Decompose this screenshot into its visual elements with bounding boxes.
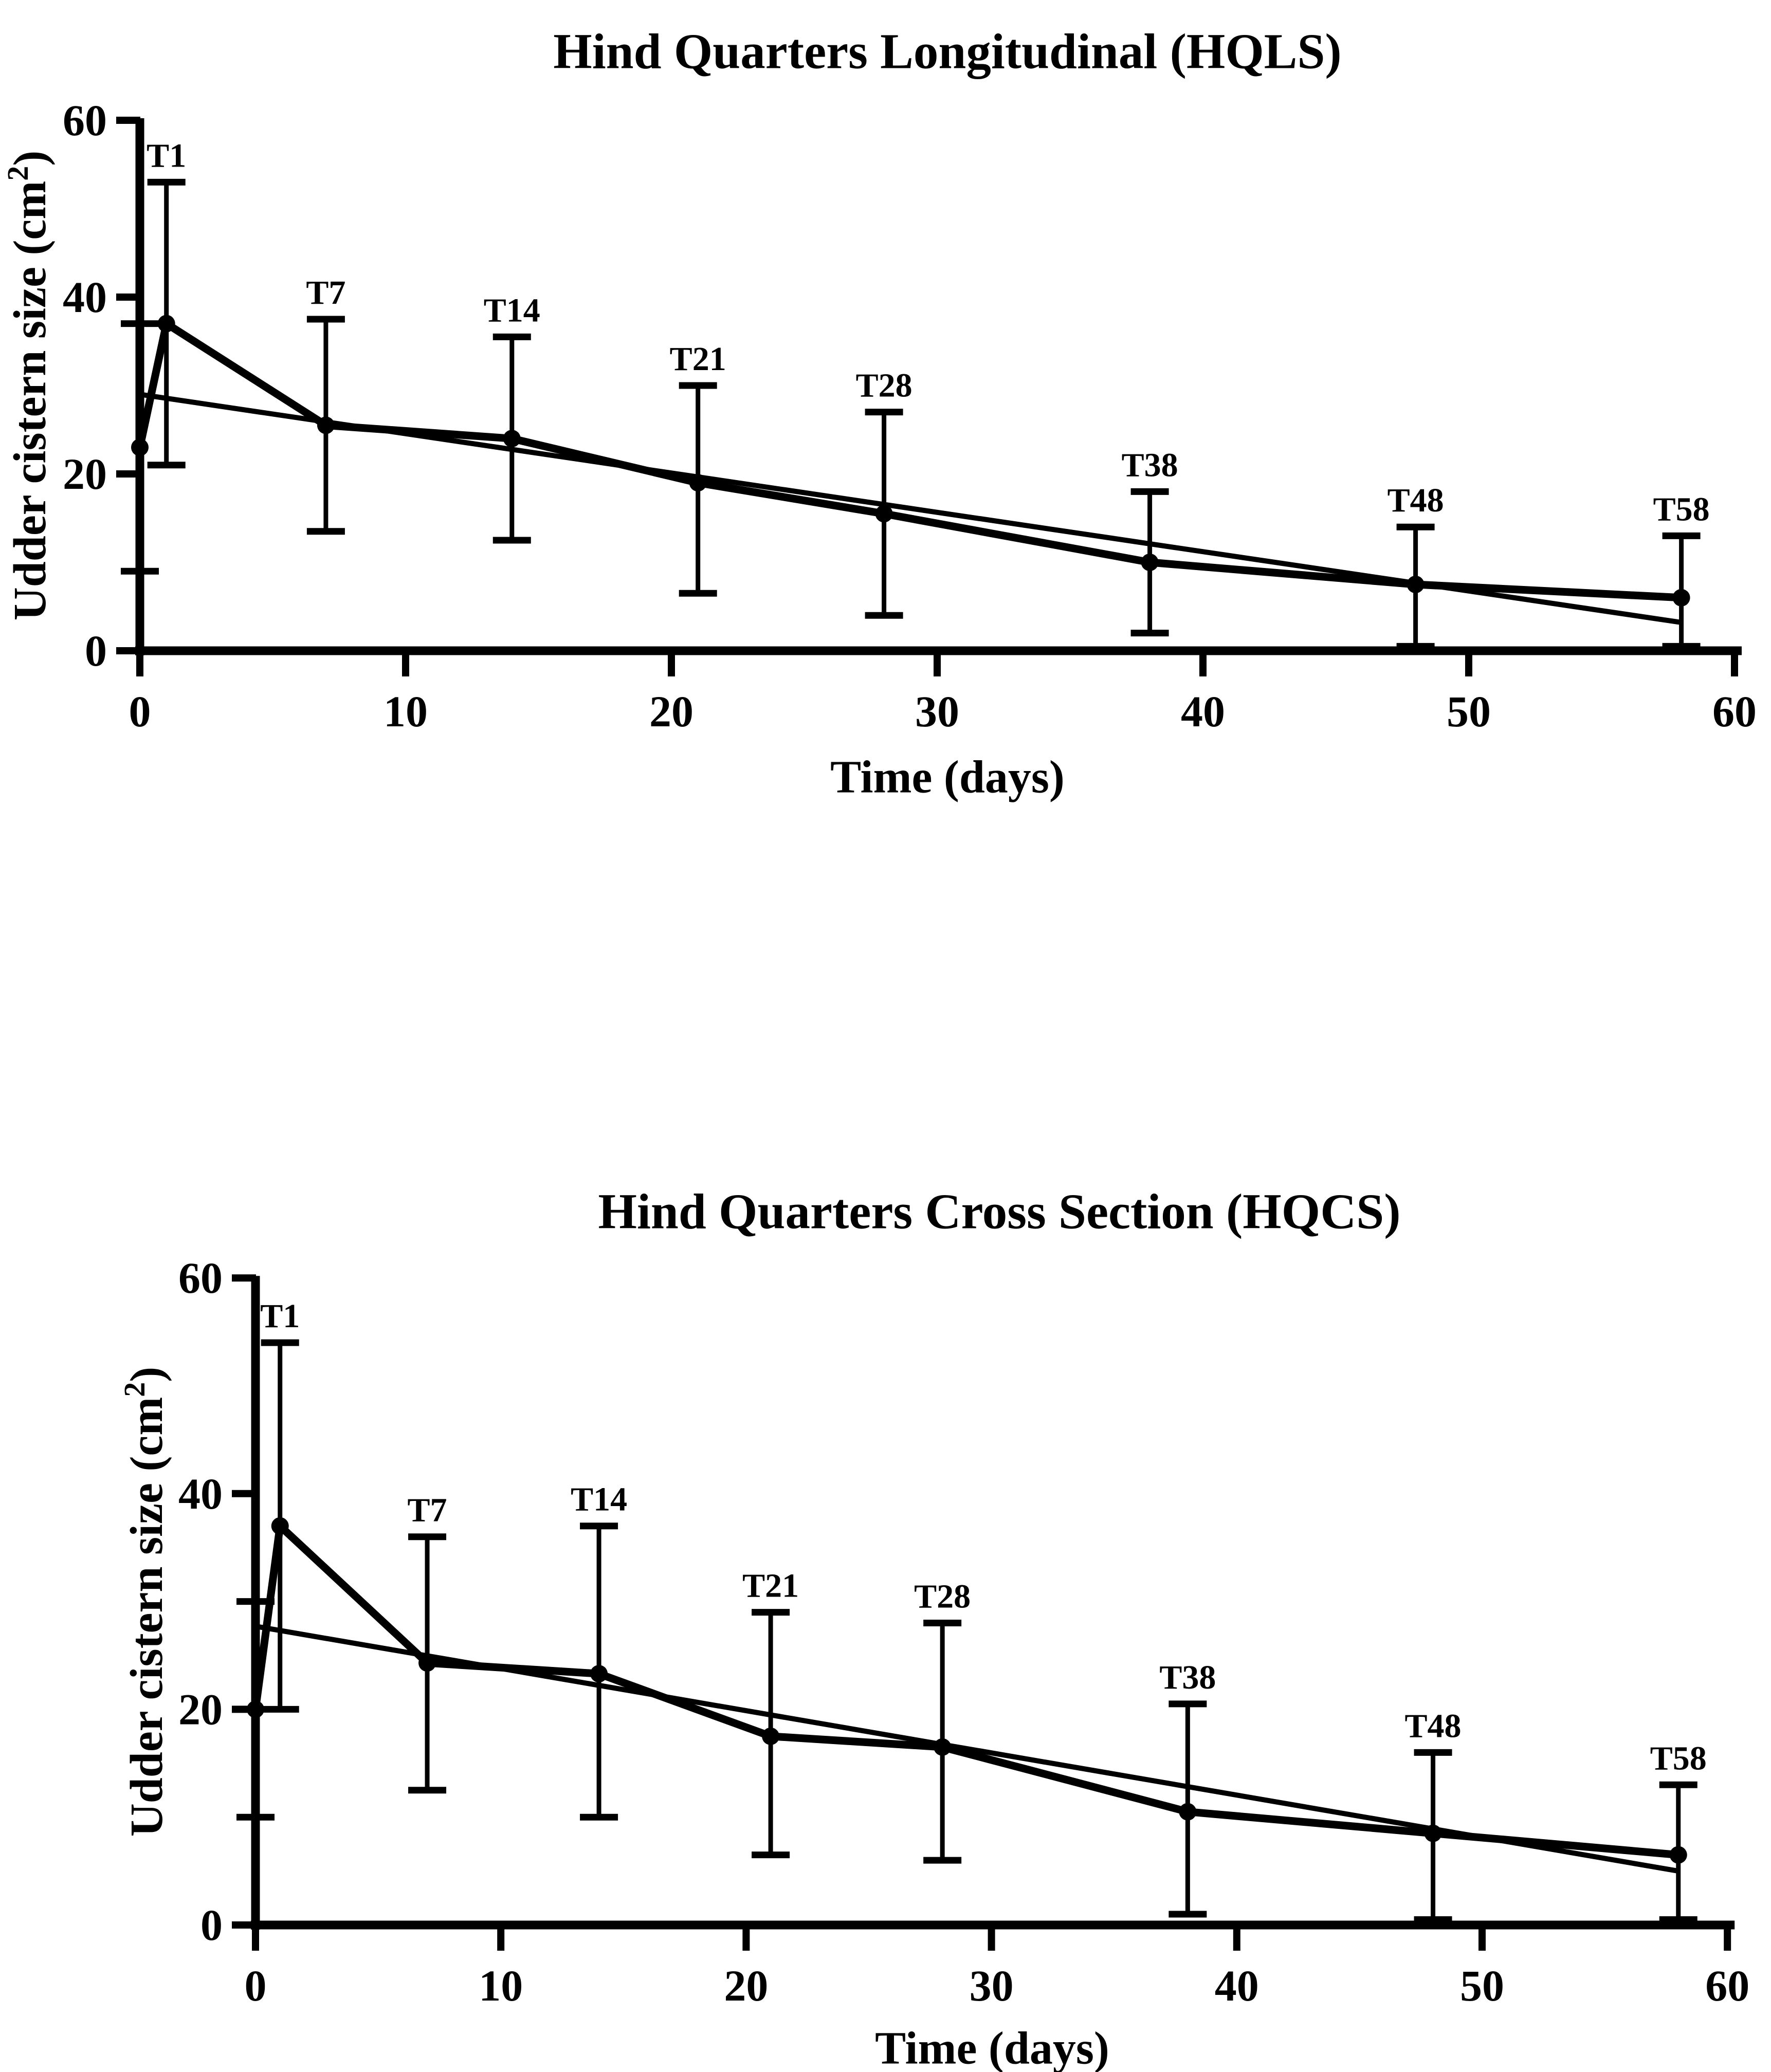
x-axis-title: Time (days)	[875, 2023, 1109, 2072]
data-point-marker	[1141, 554, 1159, 571]
y-axis-title: Udder cistern size (cm2)	[118, 1367, 172, 1837]
point-label-T38: T38	[1122, 446, 1178, 484]
data-point-marker	[157, 315, 175, 333]
point-label-T7: T7	[408, 1492, 447, 1529]
x-tick-label: 30	[915, 687, 959, 736]
point-label-T28: T28	[914, 1578, 971, 1616]
data-point-marker	[418, 1654, 436, 1672]
mean-series-line	[251, 1522, 1679, 1859]
y-tick-label: 40	[63, 272, 107, 322]
x-tick-label: 50	[1447, 687, 1491, 736]
point-label-T1: T1	[147, 137, 186, 174]
data-point-marker	[934, 1738, 952, 1756]
data-point-marker	[762, 1727, 780, 1745]
data-point-marker	[1672, 589, 1690, 607]
y-tick-label: 20	[178, 1684, 223, 1734]
data-point-marker	[1407, 576, 1425, 593]
x-tick-label: 0	[129, 687, 151, 736]
x-tick-label: 60	[1712, 687, 1757, 736]
chart-title: Hind Quarters Longitudinal (HQLS)	[553, 24, 1341, 79]
data-point-marker	[1424, 1824, 1442, 1842]
x-tick-label: 0	[245, 1961, 267, 2010]
point-label-T48: T48	[1405, 1707, 1462, 1745]
data-point-marker	[689, 474, 707, 492]
point-label-T1: T1	[260, 1297, 300, 1335]
x-axis-title: Time (days)	[830, 752, 1065, 803]
data-point-marker	[247, 1700, 264, 1718]
y-axis-title: Udder cistern size (cm2)	[1, 151, 56, 621]
point-label-T14: T14	[571, 1481, 627, 1518]
data-point-marker	[503, 430, 521, 448]
hqcs-chart: 0 20 40 60 0 10 20 30 40 50 60 T1 T7 T14 T21 T28 T38 T48 T…	[118, 1184, 1749, 2072]
y-tick-label: 40	[178, 1469, 223, 1518]
point-label-T38: T38	[1159, 1659, 1216, 1696]
x-tick-label: 10	[384, 687, 428, 736]
x-tick-label: 20	[649, 687, 693, 736]
x-tick-label: 10	[479, 1961, 523, 2010]
data-point-marker	[1179, 1803, 1197, 1821]
y-tick-label: 60	[63, 96, 107, 145]
x-tick-label: 50	[1460, 1961, 1504, 2010]
point-label-T58: T58	[1653, 490, 1710, 528]
point-label-T28: T28	[856, 367, 912, 405]
x-tick-label: 40	[1215, 1961, 1259, 2010]
point-label-T48: T48	[1387, 482, 1444, 519]
data-point-marker	[590, 1665, 608, 1683]
data-point-marker	[1669, 1846, 1687, 1864]
y-tick-label: 60	[178, 1253, 223, 1303]
mean-series-line	[136, 320, 1682, 602]
x-tick-label: 60	[1705, 1961, 1749, 2010]
y-tick-label: 0	[200, 1900, 223, 1950]
data-point-marker	[875, 505, 893, 523]
y-tick-label: 20	[63, 449, 107, 499]
point-label-T58: T58	[1650, 1739, 1707, 1777]
point-label-T21: T21	[742, 1567, 799, 1605]
y-tick-label: 0	[85, 626, 107, 675]
point-label-T7: T7	[306, 274, 345, 311]
data-point-marker	[131, 438, 149, 456]
data-point-marker	[271, 1517, 289, 1535]
data-point-marker	[317, 416, 335, 434]
point-label-T14: T14	[484, 291, 540, 329]
x-tick-label: 20	[724, 1961, 768, 2010]
point-label-T21: T21	[670, 340, 726, 378]
x-tick-label: 40	[1181, 687, 1225, 736]
chart-title: Hind Quarters Cross Section (HQCS)	[598, 1184, 1401, 1239]
hqls-chart: 0 20 40 60 0 10 20 30 40 50 60 T1 T7 T14 T21 T28 T38 T48 T…	[1, 24, 1757, 803]
x-tick-label: 30	[970, 1961, 1014, 2010]
